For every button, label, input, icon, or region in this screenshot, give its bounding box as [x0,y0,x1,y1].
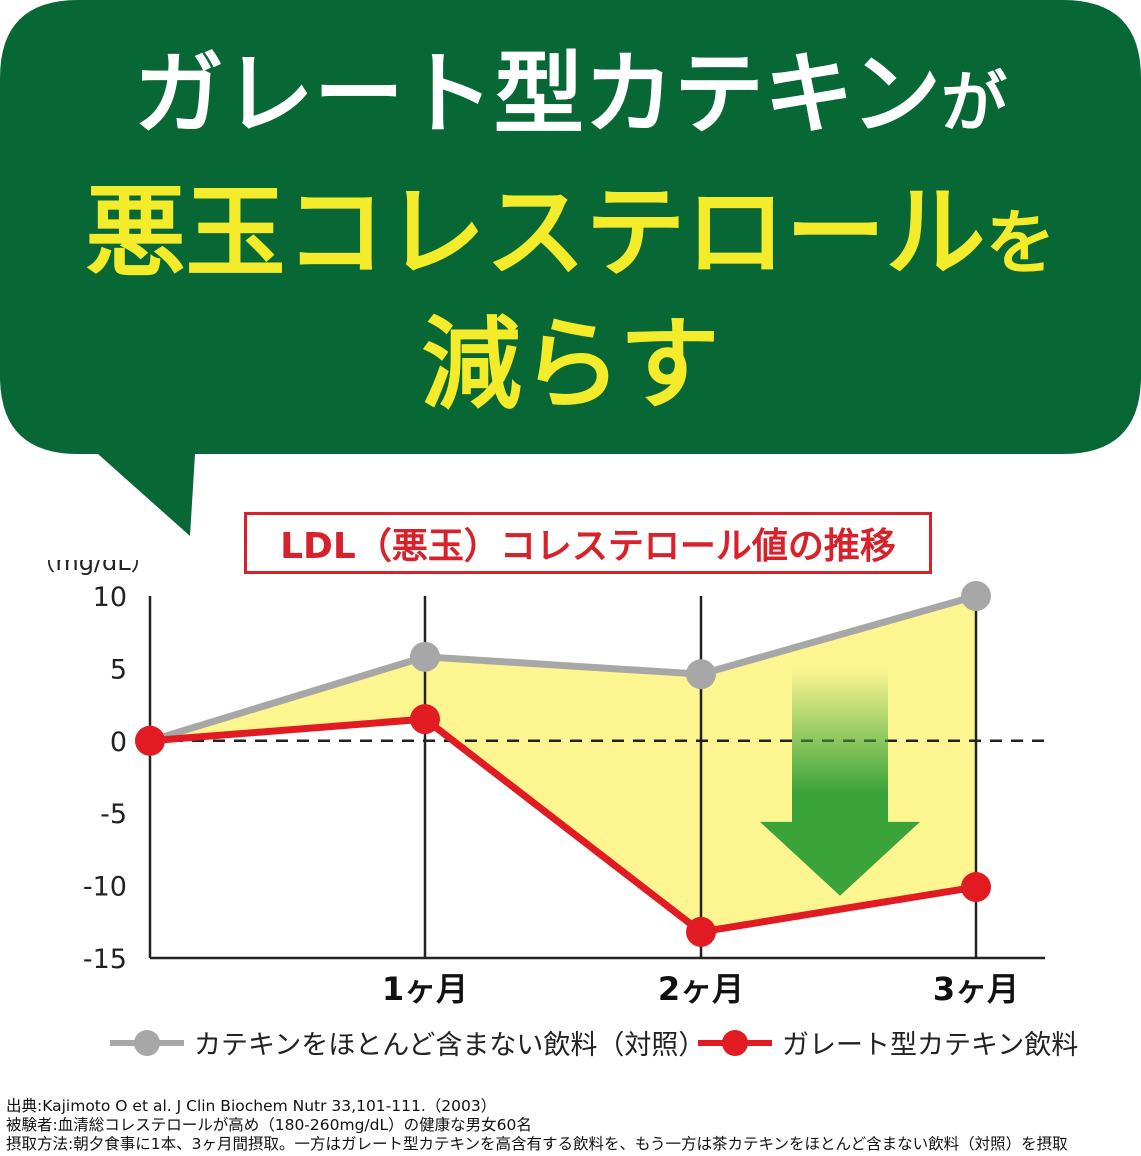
ldl-line-chart: （mg/dL） 10 5 0 -5 -10 -15 1ヶ月 2ヶ月 3ヶ月 [31,560,1045,1008]
headline-line-3: 減らす [421,306,720,423]
data-point-catechin [135,725,165,756]
headline-line-1-particle: が [941,64,1008,141]
source-subjects: 被験者:血清総コレステロールが高め（180-260mg/dL）の健康な男女60名 [6,1116,532,1134]
y-tick-label: -10 [83,872,127,903]
y-tick-label: 10 [93,582,127,613]
y-tick-label: 5 [110,654,127,685]
chart-title: LDL（悪玉）コレステロール値の推移 [280,526,896,567]
source-method: 摂取方法:朝夕食事に1本、3ヶ月間摂取。一方はガレート型カテキンを高含有する飲料… [6,1135,1068,1153]
source-notes: 出典:Kajimoto O et al. J Clin Biochem Nutr… [6,1097,1136,1154]
headline-line-1: ガレート型カテキンが [0,50,1141,140]
headline-line-2: 悪玉コレステロールを [0,183,1141,283]
series-line-catechin [149,715,977,936]
legend-item-catechin: ガレート型カテキン飲料 [698,1023,1078,1062]
legend-item-control: カテキンをほとんど含まない飲料（対照） [110,1023,705,1062]
red-line-dot-icon [698,1025,772,1061]
x-tick-label: 2ヶ月 [658,970,744,1008]
speech-bubble [0,0,1141,536]
data-point-catechin [410,704,440,735]
data-point-control [961,581,991,611]
x-tick-label: 3ヶ月 [933,970,1019,1008]
headline-line-2-particle: を [985,202,1056,284]
y-tick-label: -15 [83,944,127,975]
y-axis-unit-label: （mg/dL） [31,560,154,576]
chart-title-box: LDL（悪玉）コレステロール値の推移 [244,512,932,574]
source-citation: 出典:Kajimoto O et al. J Clin Biochem Nutr… [6,1097,497,1115]
legend-label-catechin: ガレート型カテキン飲料 [782,1030,1079,1061]
data-point-control [686,659,716,690]
data-point-catechin [686,916,716,947]
y-tick-label: -5 [100,799,127,830]
data-point-control [410,641,440,672]
legend: カテキンをほとんど含まない飲料（対照） ガレート型カテキン飲料 [0,1015,1141,1067]
headline-line-2-main: 悪玉コレステロール [85,174,986,291]
series-line-control [148,592,977,745]
legend-label-control: カテキンをほとんど含まない飲料（対照） [194,1030,706,1061]
down-arrow-icon [760,668,920,896]
y-tick-label: 0 [110,727,127,758]
headline-line-1-main: ガレート型カテキン [133,42,942,147]
gray-line-dot-icon [110,1025,184,1061]
data-point-catechin [961,872,991,903]
x-tick-label: 1ヶ月 [382,970,468,1008]
